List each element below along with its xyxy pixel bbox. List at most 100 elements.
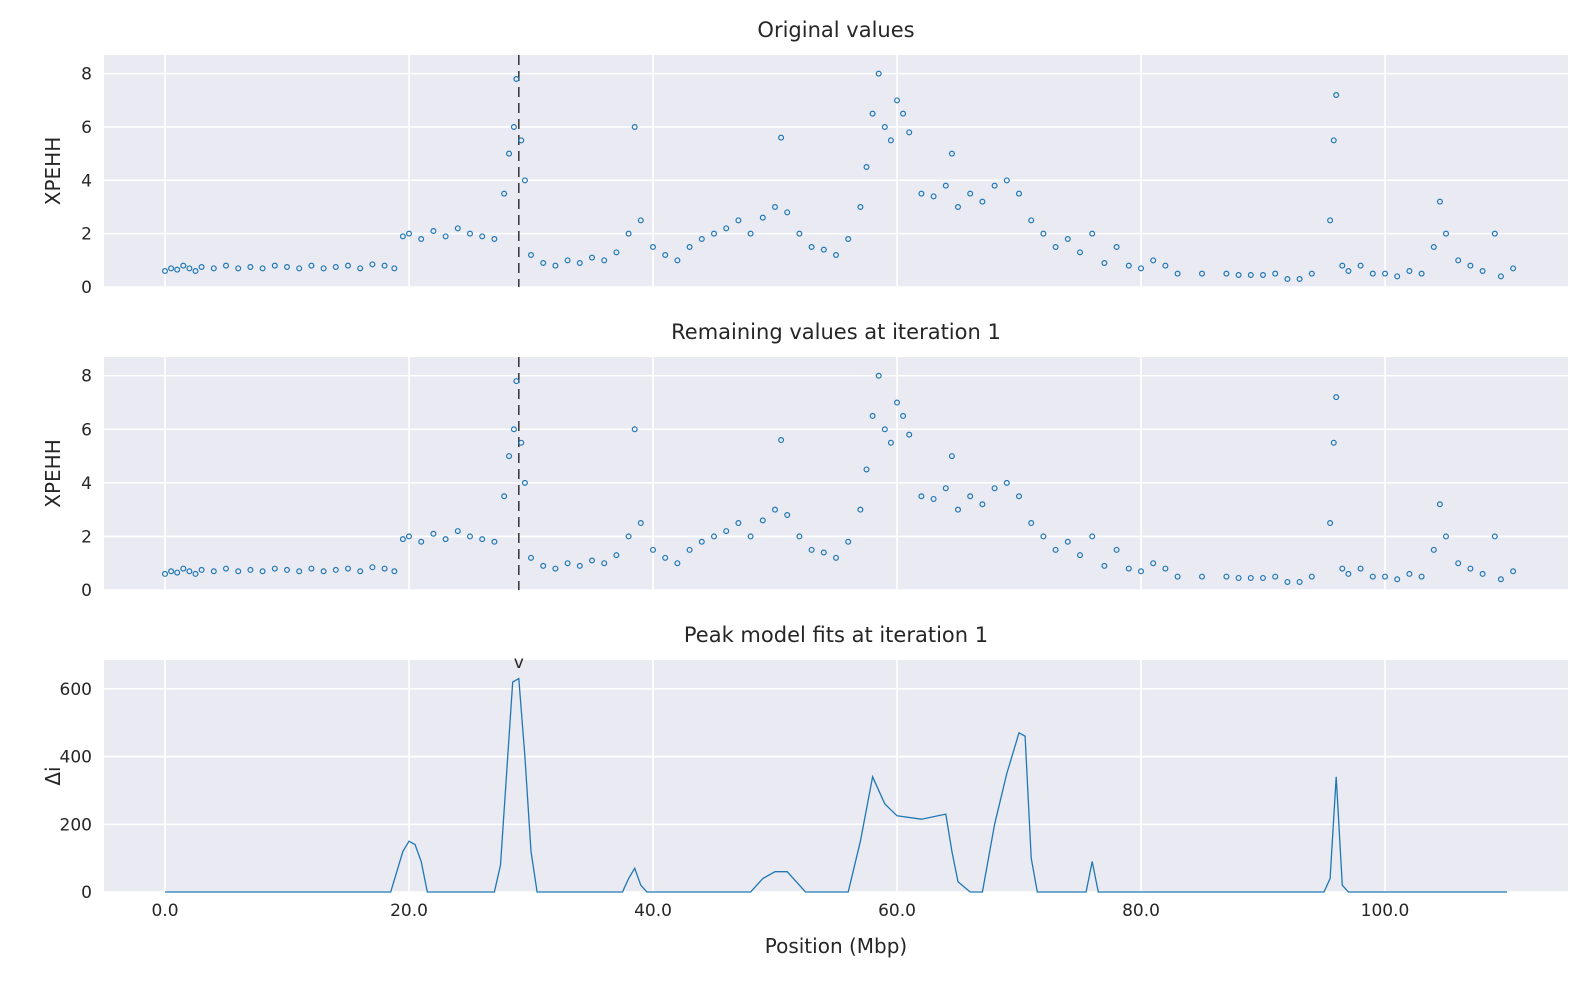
panel1-y-tick-label: 6 [81, 118, 92, 138]
panel2-data-point [501, 493, 508, 500]
panel2-data-point [284, 566, 291, 573]
panel2-data-point [1455, 560, 1462, 567]
panel3-plot-area [104, 660, 1568, 892]
panel3-x-tick-label: 0.0 [151, 901, 178, 921]
panel2-data-point [357, 568, 364, 575]
panel2-data-point [991, 485, 998, 492]
panel2-y-tick-label: 4 [81, 474, 92, 494]
panel2-data-point [954, 506, 961, 513]
panel1-data-point [942, 182, 949, 189]
panel2-data-point [518, 439, 525, 446]
panel2-data-point [649, 546, 656, 553]
panel2-data-point [1369, 573, 1376, 580]
panel2-data-point [399, 536, 406, 543]
panel2-data-point [1235, 574, 1242, 581]
panel2-data-point [1339, 565, 1346, 572]
panel1-data-point [1442, 230, 1449, 237]
panel3-x-tick-label: 80.0 [1122, 901, 1160, 921]
panel2-data-point [479, 536, 486, 543]
panel2-data-point [979, 501, 986, 508]
panel3-y-tick-label: 200 [60, 815, 92, 835]
panel2-data-point [735, 520, 742, 527]
panel2-data-point [808, 546, 815, 553]
panel1-data-point [887, 137, 894, 144]
panel1-data-point [479, 233, 486, 240]
panel2-data-point [887, 439, 894, 446]
panel1-data-point [320, 265, 327, 272]
panel2-data-point [832, 554, 839, 561]
panel1-data-point [491, 236, 498, 243]
panel2-data-point [723, 528, 730, 535]
panel1-data-point [1333, 91, 1340, 98]
panel2-data-point [174, 569, 181, 576]
panel1-data-point [521, 177, 528, 184]
panel1-data-point [863, 164, 870, 171]
panel1-data-point [247, 264, 254, 271]
panel2-data-point [1333, 394, 1340, 401]
panel1-data-point [1235, 272, 1242, 279]
panel1-data-point [223, 262, 230, 269]
panel1-y-axis-label: XPEHH [41, 137, 65, 205]
panel1-data-point [747, 230, 754, 237]
panel2-data-point [1357, 565, 1364, 572]
panel2-data-point [510, 426, 517, 433]
panel2-data-point [271, 565, 278, 572]
panel1-data-point [1259, 272, 1266, 279]
panel2-data-point [1150, 560, 1157, 567]
panel2-data-point [857, 506, 864, 513]
panel1-data-point [845, 236, 852, 243]
panel3-series-line [165, 677, 1507, 893]
panel1-data-point [235, 265, 242, 272]
panel2-data-point [967, 493, 974, 500]
panel1-data-point [832, 252, 839, 259]
panel1-data-point [1198, 270, 1205, 277]
panel2-data-point [192, 570, 199, 577]
panel1-data-point [1125, 262, 1132, 269]
panel2-data-point [601, 560, 608, 567]
panel1-data-point [510, 123, 517, 130]
panel1-data-point [1028, 217, 1035, 224]
panel3-title: Peak model fits at iteration 1 [684, 623, 988, 647]
panel1-data-point [1162, 262, 1169, 269]
panel2-data-point [1247, 574, 1254, 581]
panel2-data-point [1137, 568, 1144, 575]
panel2-data-point [1442, 533, 1449, 540]
panel2-data-point [784, 512, 791, 519]
panel3-x-tick-label: 60.0 [878, 901, 916, 921]
panel2-data-point [345, 565, 352, 572]
panel2-data-point [552, 565, 559, 572]
panel1-data-point [391, 265, 398, 272]
panel1-data-point [808, 244, 815, 251]
panel1-data-point [967, 190, 974, 197]
panel2-data-point [1162, 565, 1169, 572]
panel1-data-point [1330, 137, 1337, 144]
panel2-data-point [1430, 546, 1437, 553]
panel1-data-point [1150, 257, 1157, 264]
panel1-data-point [1089, 230, 1096, 237]
panel2-data-point [1003, 479, 1010, 486]
panel1-data-point [857, 204, 864, 211]
panel3-y-tick-label: 600 [60, 680, 92, 700]
panel3-y-axis-label: Δi [41, 766, 65, 785]
panel2-data-point [778, 437, 785, 444]
panel2-data-point [1394, 576, 1401, 583]
panel2-data-point [186, 568, 193, 575]
panel1-data-point [1497, 273, 1504, 280]
panel2-data-point [1015, 493, 1022, 500]
panel2-data-point [564, 560, 571, 567]
panel1-data-point [1430, 244, 1437, 251]
panel1-data-point [381, 262, 388, 269]
panel2-data-point [198, 566, 205, 573]
panel2-data-point [930, 495, 937, 502]
panel1-data-point [430, 228, 437, 235]
panel1-data-point [186, 265, 193, 272]
panel1-data-point [1137, 265, 1144, 272]
panel1-data-point [1479, 268, 1486, 275]
panel1-data-point [1339, 262, 1346, 269]
panel2-data-point [576, 562, 583, 569]
panel2-data-point [320, 568, 327, 575]
panel1-data-point [454, 225, 461, 232]
panel1-data-point [513, 75, 520, 82]
panel1-data-point [906, 129, 913, 136]
